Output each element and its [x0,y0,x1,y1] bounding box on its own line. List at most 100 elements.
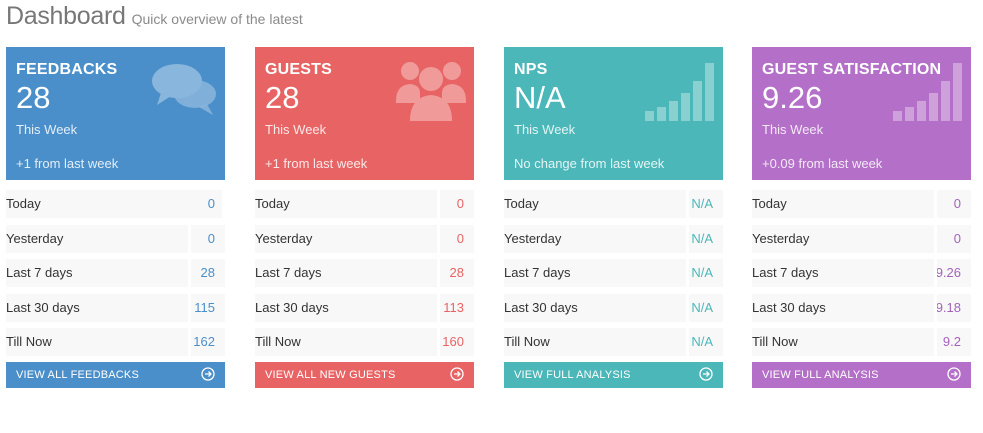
row-divider [934,190,937,218]
footer-label: VIEW FULL ANALYSIS [514,369,631,382]
row-value: 0 [456,196,464,211]
row-value: 0 [207,196,215,211]
tile-change: +0.09 from last week [762,156,883,171]
page-header: Dashboard Quick overview of the latest [6,2,303,31]
row-label: Till Now [752,334,798,350]
row-value: 0 [953,196,961,211]
row-label: Last 30 days [255,299,329,315]
row-value: 9.2 [942,334,961,350]
row-label: Last 30 days [504,299,578,315]
row-value: 0 [953,230,961,246]
feedbacks-card: FEEDBACKS 28 This Week +1 from last week… [6,47,225,389]
row-label: Last 7 days [255,265,322,281]
view-full-analysis-nps-button[interactable]: VIEW FULL ANALYSIS [504,362,723,389]
row-divider [437,224,440,253]
row-divider [934,259,937,288]
arrow-circle-right-icon [450,367,464,382]
row-value: 9.18 [935,299,961,315]
view-all-new-guests-button[interactable]: VIEW ALL NEW GUESTS [255,362,474,389]
stat-row-last-7-days: Last 7 days 9.26 [752,259,971,288]
stat-row-last-30-days: Last 30 days 113 [255,293,474,322]
users-group-icon [396,62,466,121]
row-value: N/A [691,196,713,211]
stat-row-till-now: Till Now 160 [255,328,474,357]
view-all-feedbacks-button[interactable]: VIEW ALL FEEDBACKS [6,362,225,389]
tile-value: 28 [265,80,300,115]
stat-row-last-7-days: Last 7 days N/A [504,259,723,288]
row-divider [188,328,191,357]
stat-row-yesterday: Yesterday N/A [504,224,723,253]
row-value: 0 [207,230,215,246]
tile-title: FEEDBACKS [16,61,118,78]
stat-row-yesterday: Yesterday 0 [752,224,971,253]
arrow-circle-right-icon [699,367,713,382]
tile-change: +1 from last week [265,156,368,171]
tile-value: 28 [16,80,51,115]
row-label: Last 7 days [752,265,819,281]
stat-row-yesterday: Yesterday 0 [255,224,474,253]
stat-row-till-now: Till Now N/A [504,328,723,357]
row-value: 9.26 [935,265,961,281]
row-value: 162 [193,334,215,350]
row-divider [686,190,689,218]
stat-row-last-30-days: Last 30 days 115 [6,293,225,322]
row-label: Last 7 days [6,265,73,281]
row-divider [188,259,191,288]
tile-value: 9.26 [762,80,823,115]
tile-value: N/A [514,80,566,115]
row-value: N/A [691,299,713,315]
tile-title: GUEST SATISFACTION [762,61,942,78]
view-full-analysis-satisfaction-button[interactable]: VIEW FULL ANALYSIS [752,362,971,389]
stat-row-till-now: Till Now 9.2 [752,328,971,357]
row-value: 0 [456,230,464,246]
tile-period: This Week [514,122,576,137]
stat-row-yesterday: Yesterday 0 [6,224,225,253]
guests-tile: GUESTS 28 This Week +1 from last week [255,47,474,180]
guest-satisfaction-tile: GUEST SATISFACTION 9.26 This Week +0.09 … [752,47,971,180]
tile-period: This Week [762,122,824,137]
stat-row-today: Today 0 [255,190,474,218]
row-value: 28 [449,265,464,281]
row-divider [686,328,689,357]
arrow-circle-right-icon [201,367,215,382]
row-label: Till Now [504,334,550,350]
footer-label: VIEW ALL FEEDBACKS [16,369,140,382]
row-label: Last 7 days [504,265,571,281]
row-divider [188,224,191,253]
row-label: Last 30 days [752,299,826,315]
row-value: 113 [443,299,464,315]
row-divider [188,293,191,322]
row-divider [934,224,937,253]
arrow-circle-right-icon [947,367,961,382]
tile-change: No change from last week [514,156,665,171]
row-divider [686,224,689,253]
tile-period: This Week [265,122,327,137]
footer-label: VIEW ALL NEW GUESTS [265,369,396,382]
footer-label: VIEW FULL ANALYSIS [762,369,879,382]
nps-tile: NPS N/A This Week No change from last we… [504,47,723,180]
signal-bars-icon [645,63,714,121]
stat-row-last-7-days: Last 7 days 28 [6,259,225,288]
row-label: Yesterday [752,230,810,246]
row-divider [686,259,689,288]
tile-title: GUESTS [265,61,332,78]
stat-row-till-now: Till Now 162 [6,328,225,357]
guest-satisfaction-card: GUEST SATISFACTION 9.26 This Week +0.09 … [752,47,971,389]
feedbacks-tile: FEEDBACKS 28 This Week +1 from last week [6,47,225,180]
signal-bars-icon [893,63,962,121]
page-title: Dashboard [6,2,126,30]
tile-period: This Week [16,122,78,137]
row-value: 115 [194,299,215,315]
stat-row-today: Today N/A [504,190,723,218]
row-divider [437,293,440,322]
guests-card: GUESTS 28 This Week +1 from last week To… [255,47,474,389]
row-label: Last 30 days [6,299,80,315]
row-label: Today [752,196,787,211]
row-value: N/A [691,230,713,246]
tile-change: +1 from last week [16,156,119,171]
row-divider [934,293,937,322]
row-divider [437,328,440,357]
stat-row-today: Today 0 [752,190,971,218]
row-label: Today [6,196,41,211]
row-label: Till Now [6,334,52,350]
